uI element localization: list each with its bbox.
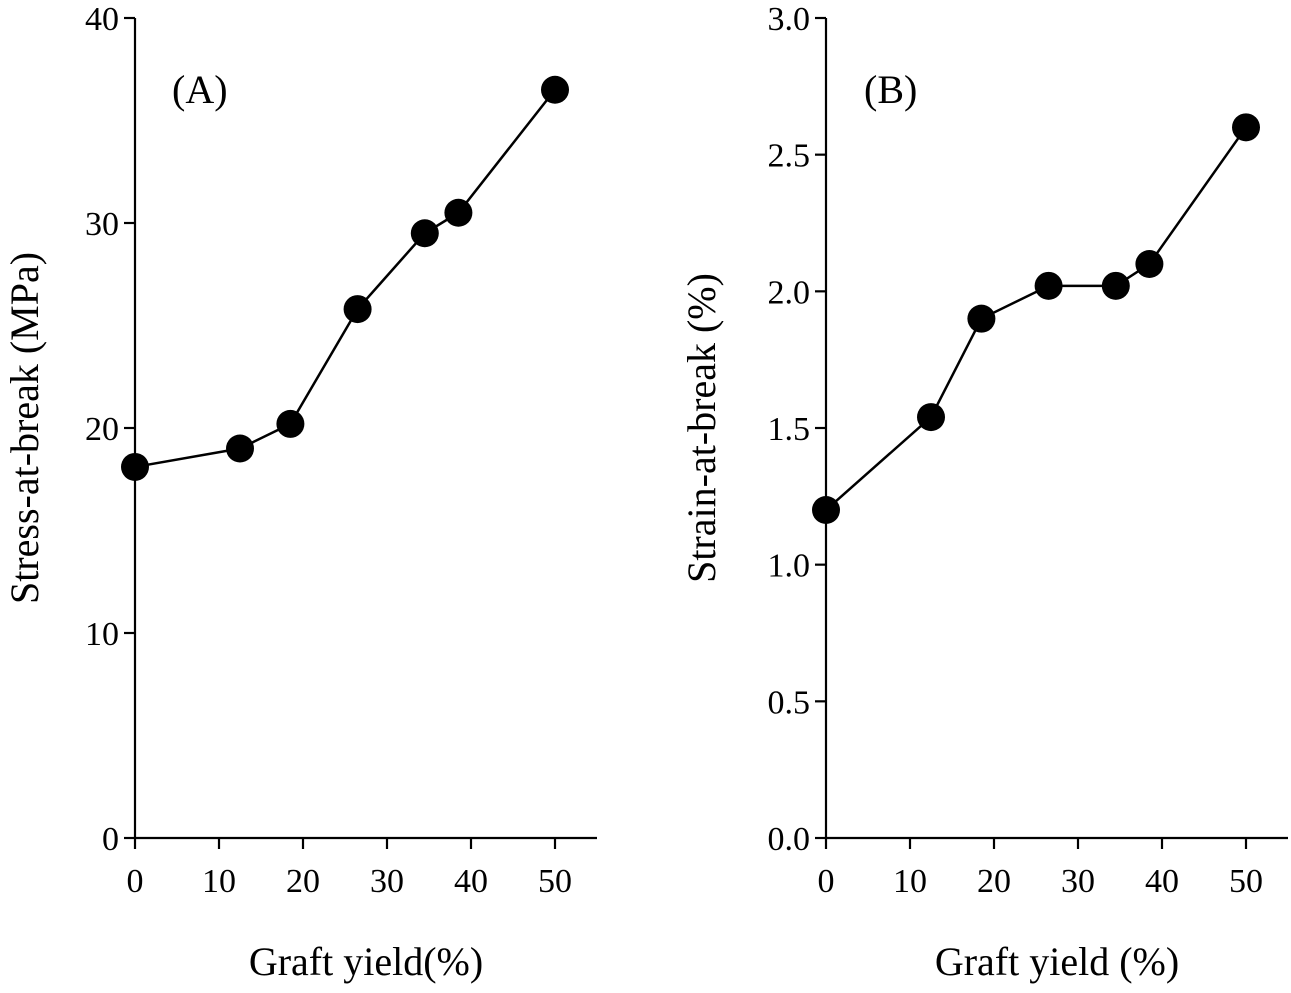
panel-label: (A) bbox=[172, 67, 228, 112]
data-point bbox=[226, 434, 254, 463]
data-point bbox=[812, 496, 840, 524]
y-tick-label: 0.0 bbox=[768, 821, 811, 858]
y-tick-label: 1.0 bbox=[768, 548, 811, 585]
y-axis-title: Stress-at-break (MPa) bbox=[2, 252, 47, 604]
x-tick-label: 10 bbox=[893, 863, 927, 900]
y-tick-label: 3.0 bbox=[768, 1, 811, 38]
y-tick-label: 30 bbox=[85, 206, 119, 243]
x-tick-label: 10 bbox=[202, 863, 236, 900]
x-tick-label: 30 bbox=[370, 863, 404, 900]
y-tick-label: 0 bbox=[102, 821, 119, 858]
x-tick-label: 40 bbox=[454, 863, 488, 900]
y-tick-label: 1.5 bbox=[768, 411, 811, 448]
x-tick-label: 20 bbox=[286, 863, 320, 900]
x-tick-label: 40 bbox=[1145, 863, 1179, 900]
x-tick-label: 50 bbox=[538, 863, 572, 900]
panel-b: 0.0 0.5 1.0 1.5 2.0 2.5 3.0 0 10 20 30 40 50 Graft yi… bbox=[679, 1, 1288, 984]
series-line bbox=[134, 88, 556, 469]
data-point bbox=[410, 219, 439, 248]
data-point bbox=[917, 403, 945, 432]
y-tick-label: 2.0 bbox=[768, 274, 811, 311]
x-tick-label: 50 bbox=[1229, 863, 1263, 900]
data-point bbox=[541, 75, 569, 104]
y-tick-label: 40 bbox=[85, 1, 119, 38]
x-tick-label: 0 bbox=[818, 863, 835, 900]
data-point bbox=[121, 452, 149, 481]
x-axis-title: Graft yield (%) bbox=[935, 939, 1179, 984]
x-tick-label: 30 bbox=[1061, 863, 1095, 900]
y-tick-label: 10 bbox=[85, 616, 119, 653]
data-point bbox=[343, 295, 372, 324]
data-point bbox=[444, 198, 473, 227]
data-point bbox=[276, 409, 305, 438]
data-point bbox=[967, 304, 996, 333]
x-tick-label: 20 bbox=[977, 863, 1011, 900]
panel-label: (B) bbox=[864, 67, 917, 112]
y-tick-label: 2.5 bbox=[768, 138, 811, 175]
data-point bbox=[1101, 271, 1130, 300]
x-axis-title: Graft yield(%) bbox=[249, 939, 483, 984]
data-point bbox=[1034, 271, 1063, 300]
y-tick-label: 20 bbox=[85, 411, 119, 448]
x-tick-label: 0 bbox=[127, 863, 144, 900]
y-axis-title: Strain-at-break (%) bbox=[679, 273, 724, 583]
data-point bbox=[1135, 250, 1164, 278]
data-point bbox=[1232, 113, 1260, 142]
series-line bbox=[825, 126, 1248, 511]
y-tick-label: 0.5 bbox=[768, 684, 811, 721]
panel-a: 0 10 20 30 40 0 10 20 30 40 50 Graft yield(%) Stress… bbox=[2, 1, 597, 984]
